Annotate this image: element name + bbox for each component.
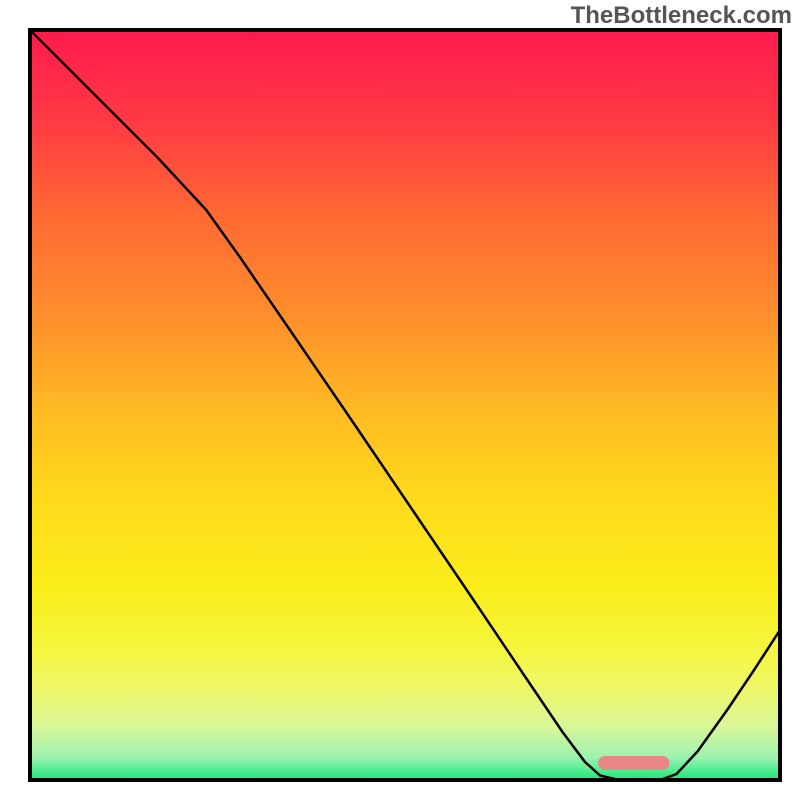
optimal-marker (598, 756, 669, 770)
chart-container: TheBottleneck.com (0, 0, 800, 800)
bottleneck-chart (0, 0, 800, 800)
watermark-text: TheBottleneck.com (571, 2, 792, 30)
